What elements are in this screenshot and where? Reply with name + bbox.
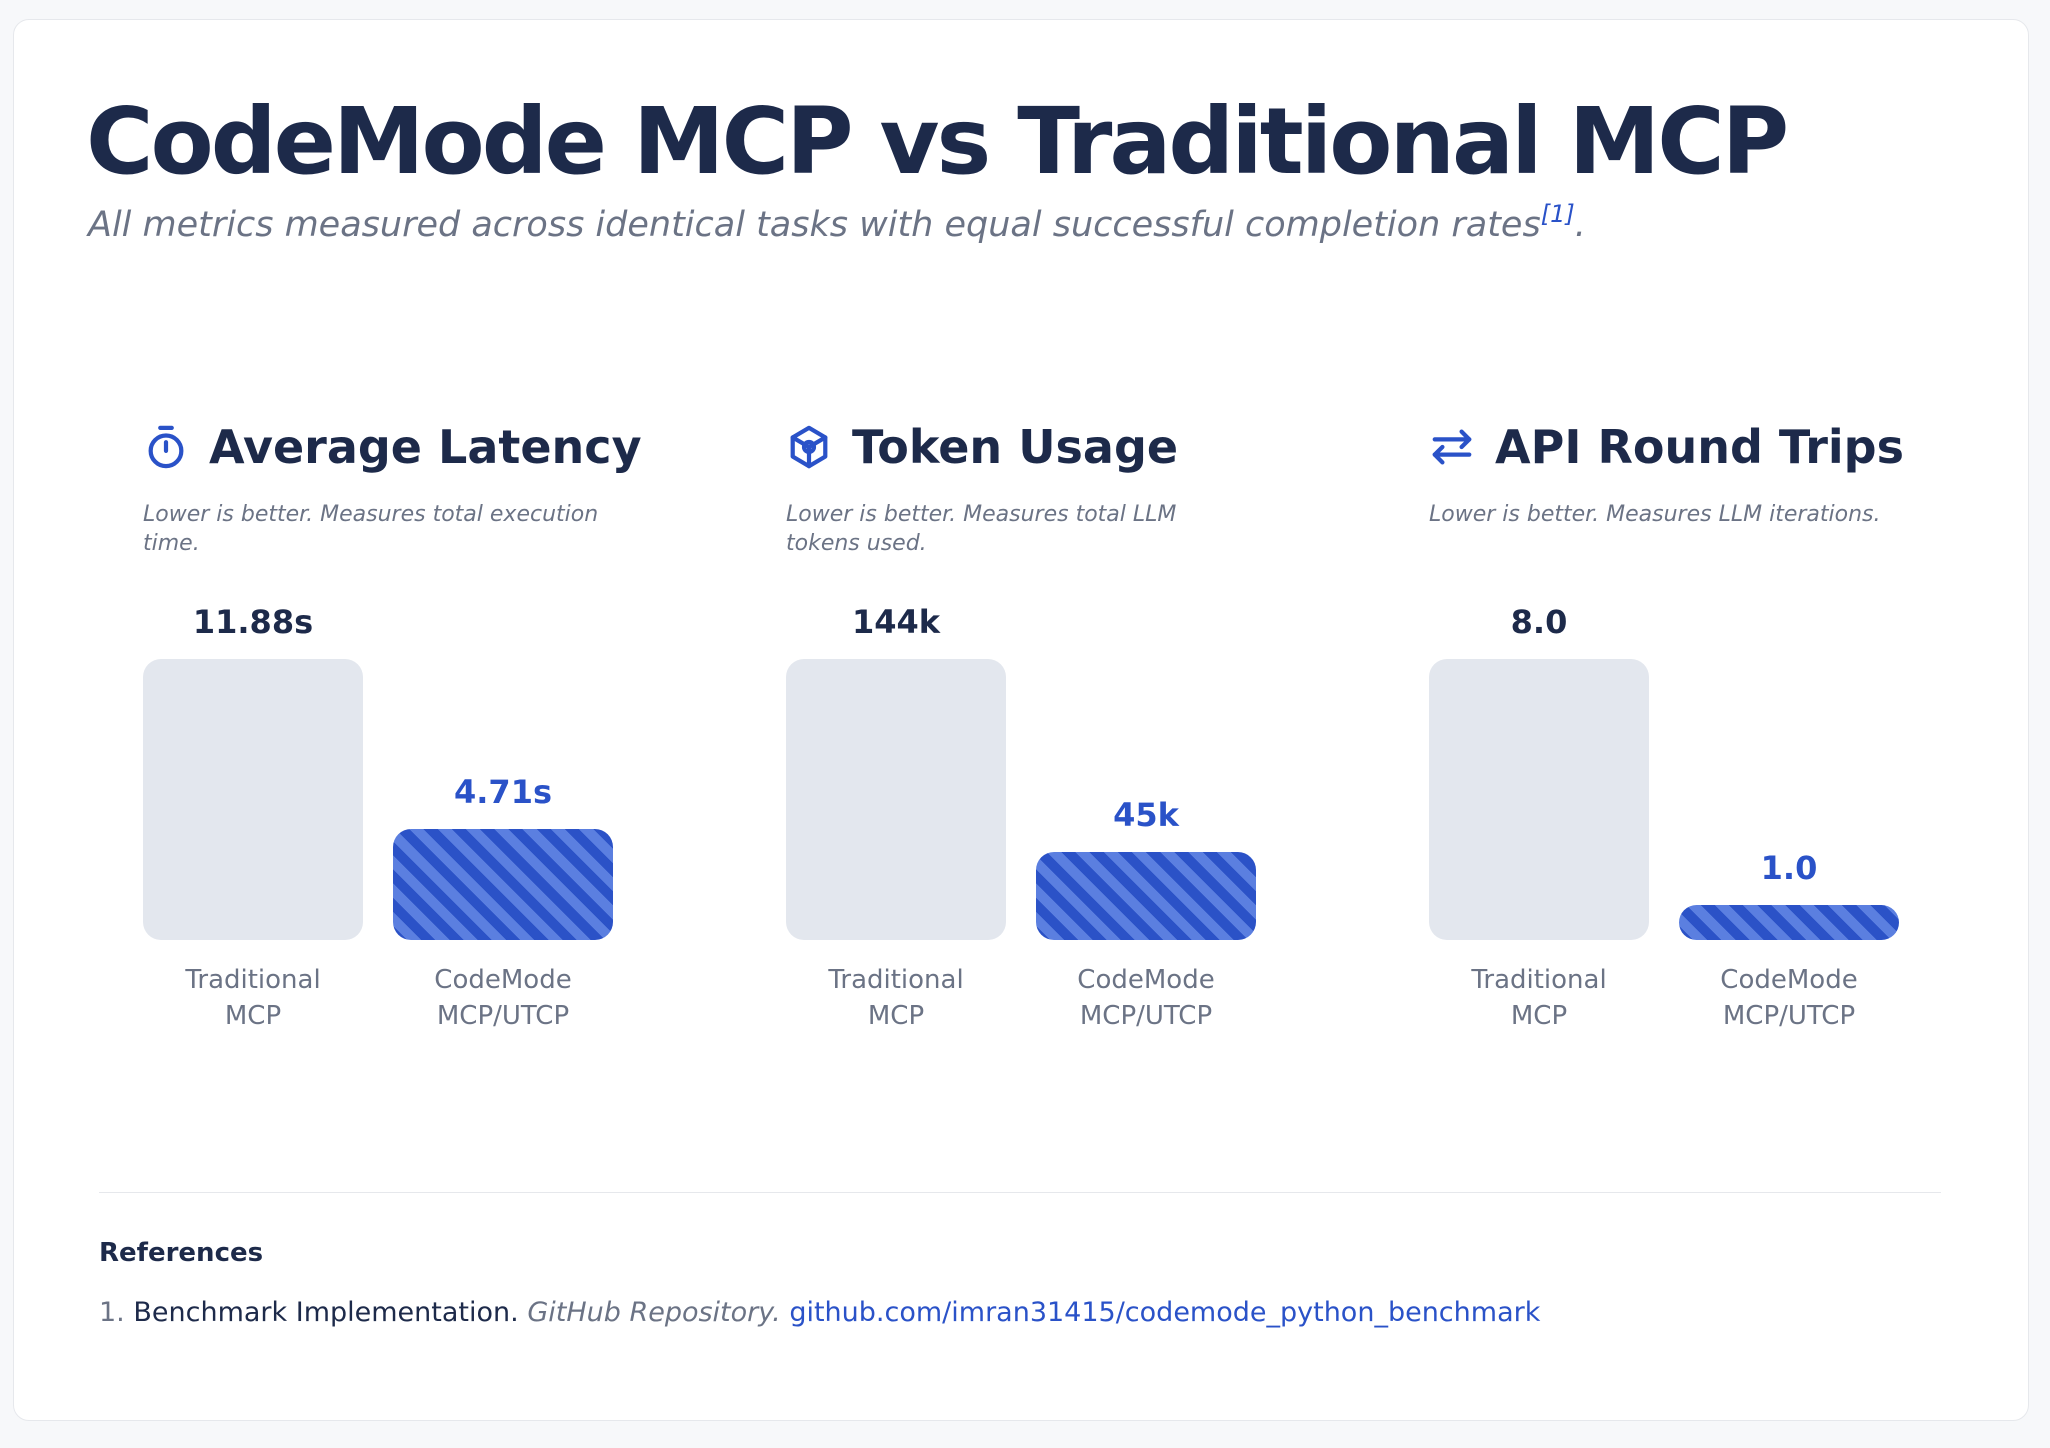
chart-header: API Round Trips (1429, 420, 1904, 474)
category-line: CodeMode (434, 965, 572, 995)
category-label-codemode: CodeMode MCP/UTCP (1679, 962, 1899, 1034)
category-label-codemode: CodeMode MCP/UTCP (1036, 962, 1256, 1034)
category-line: CodeMode (1077, 965, 1215, 995)
bar-value-codemode: 45k (1113, 796, 1179, 834)
references-heading: References (99, 1238, 264, 1268)
reference-link[interactable]: github.com/imran31415/codemode_python_be… (789, 1297, 1541, 1328)
stopwatch-icon (143, 424, 189, 470)
subtitle-end: . (1574, 205, 1586, 245)
chart-title: Token Usage (852, 420, 1179, 474)
category-label-codemode: CodeMode MCP/UTCP (393, 962, 613, 1034)
category-label-traditional: Traditional MCP (786, 962, 1006, 1034)
bar-value-traditional: 8.0 (1510, 603, 1568, 641)
reference-number: 1. (99, 1297, 125, 1328)
bar-traditional (786, 659, 1006, 940)
category-line: Traditional (185, 965, 321, 995)
chart-title: API Round Trips (1495, 420, 1904, 474)
bar-value-codemode: 1.0 (1760, 849, 1818, 887)
chart-panel-tokens: Token Usage Lower is better. Measures to… (786, 0, 1386, 1448)
chart-panel-latency: Average Latency Lower is better. Measure… (143, 0, 743, 1448)
bar-value-traditional: 11.88s (192, 603, 314, 641)
category-line: Traditional (828, 965, 964, 995)
bar-value-traditional: 144k (851, 603, 941, 641)
category-line: Traditional (1471, 965, 1607, 995)
reference-source: GitHub Repository. (527, 1297, 781, 1328)
category-line: MCP/UTCP (1079, 1001, 1213, 1031)
category-label-traditional: Traditional MCP (1429, 962, 1649, 1034)
category-line: MCP (867, 1001, 925, 1031)
divider (99, 1192, 1941, 1193)
category-line: MCP (1510, 1001, 1568, 1031)
subtitle-text: All metrics measured across identical ta… (88, 205, 1541, 245)
hexagon-cube-icon (786, 424, 832, 470)
bar-traditional (1429, 659, 1649, 940)
chart-panel-round-trips: API Round Trips Lower is better. Measure… (1429, 0, 2029, 1448)
category-line: CodeMode (1720, 965, 1858, 995)
reference-item: 1. Benchmark Implementation. GitHub Repo… (99, 1297, 1540, 1328)
bar-codemode (393, 829, 613, 940)
reference-separator: . (510, 1297, 519, 1328)
reference-title: Benchmark Implementation (133, 1297, 511, 1328)
page-subtitle: All metrics measured across identical ta… (88, 200, 1586, 245)
chart-description: Lower is better. Measures LLM iterations… (1429, 502, 1881, 527)
category-line: MCP (224, 1001, 282, 1031)
page-title: CodeMode MCP vs Traditional MCP (86, 88, 1789, 195)
chart-description: Lower is better. Measures total LLM toke… (786, 502, 1177, 556)
bar-traditional (143, 659, 363, 940)
chart-header: Token Usage (786, 420, 1178, 474)
category-label-traditional: Traditional MCP (143, 962, 363, 1034)
chart-title: Average Latency (209, 420, 642, 474)
swap-arrows-icon (1429, 424, 1475, 470)
bar-codemode (1679, 905, 1899, 940)
chart-header: Average Latency (143, 420, 642, 474)
bar-value-codemode: 4.71s (454, 773, 552, 811)
bar-codemode (1036, 852, 1256, 940)
chart-description: Lower is better. Measures total executio… (143, 502, 599, 556)
category-line: MCP/UTCP (436, 1001, 570, 1031)
category-line: MCP/UTCP (1722, 1001, 1856, 1031)
subtitle-ref-marker[interactable]: [1] (1540, 200, 1575, 228)
